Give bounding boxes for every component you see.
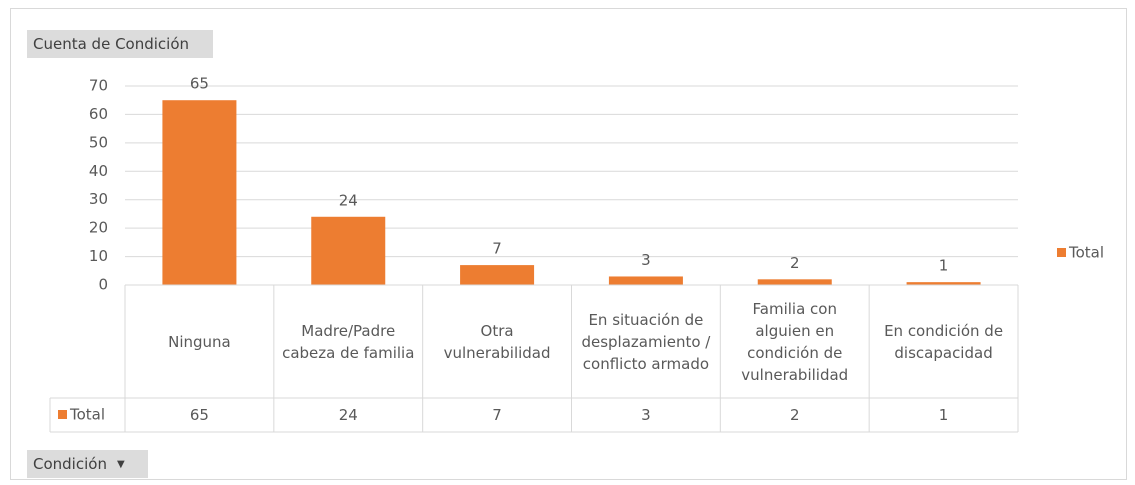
table-value: 65 bbox=[189, 406, 209, 424]
table-value: 24 bbox=[338, 406, 358, 424]
y-tick-label: 60 bbox=[89, 105, 108, 123]
bar bbox=[906, 282, 981, 285]
category-cell: En situación de desplazamiento / conflic… bbox=[581, 310, 711, 373]
data-label: 2 bbox=[790, 254, 800, 272]
data-label: 24 bbox=[339, 191, 358, 209]
table-series-name: Total bbox=[69, 406, 105, 424]
data-label: 3 bbox=[641, 251, 651, 269]
category-cell: En condición de discapacidad bbox=[884, 321, 1004, 362]
legend-label: Total bbox=[1068, 244, 1104, 262]
table-legend-key bbox=[58, 410, 67, 419]
dropdown-arrow: ▼ bbox=[116, 458, 125, 470]
axis-field-label: Condición bbox=[33, 455, 107, 473]
y-tick-label: 40 bbox=[89, 162, 108, 180]
value-field-button[interactable]: Cuenta de Condición bbox=[27, 30, 213, 58]
legend-key bbox=[1057, 248, 1066, 257]
data-label: 1 bbox=[939, 257, 949, 275]
category-cell: Familia con alguien en condición de vuln… bbox=[741, 299, 849, 384]
table-value: 3 bbox=[641, 406, 651, 424]
table-value: 1 bbox=[938, 406, 949, 424]
axis-field-button[interactable]: Condición ▼ bbox=[27, 450, 148, 478]
bar bbox=[162, 100, 237, 285]
y-tick-label: 10 bbox=[89, 247, 108, 265]
y-tick-label: 20 bbox=[89, 219, 108, 237]
y-tick-label: 70 bbox=[89, 77, 108, 95]
category-cell: Otra vulnerabilidad bbox=[443, 321, 551, 362]
y-tick-label: 0 bbox=[98, 276, 108, 294]
table-value: 2 bbox=[789, 406, 800, 424]
y-tick-label: 50 bbox=[89, 133, 108, 151]
bar bbox=[757, 279, 832, 285]
bar bbox=[608, 276, 683, 285]
y-tick-label: 30 bbox=[89, 190, 108, 208]
category-cell: Madre/Padre cabeza de familia bbox=[282, 321, 415, 362]
category-cell: Ninguna bbox=[168, 332, 231, 351]
bar bbox=[311, 216, 386, 285]
data-label: 7 bbox=[492, 240, 502, 258]
bar bbox=[460, 265, 535, 285]
table-value: 7 bbox=[492, 406, 502, 424]
data-label: 65 bbox=[190, 75, 209, 93]
